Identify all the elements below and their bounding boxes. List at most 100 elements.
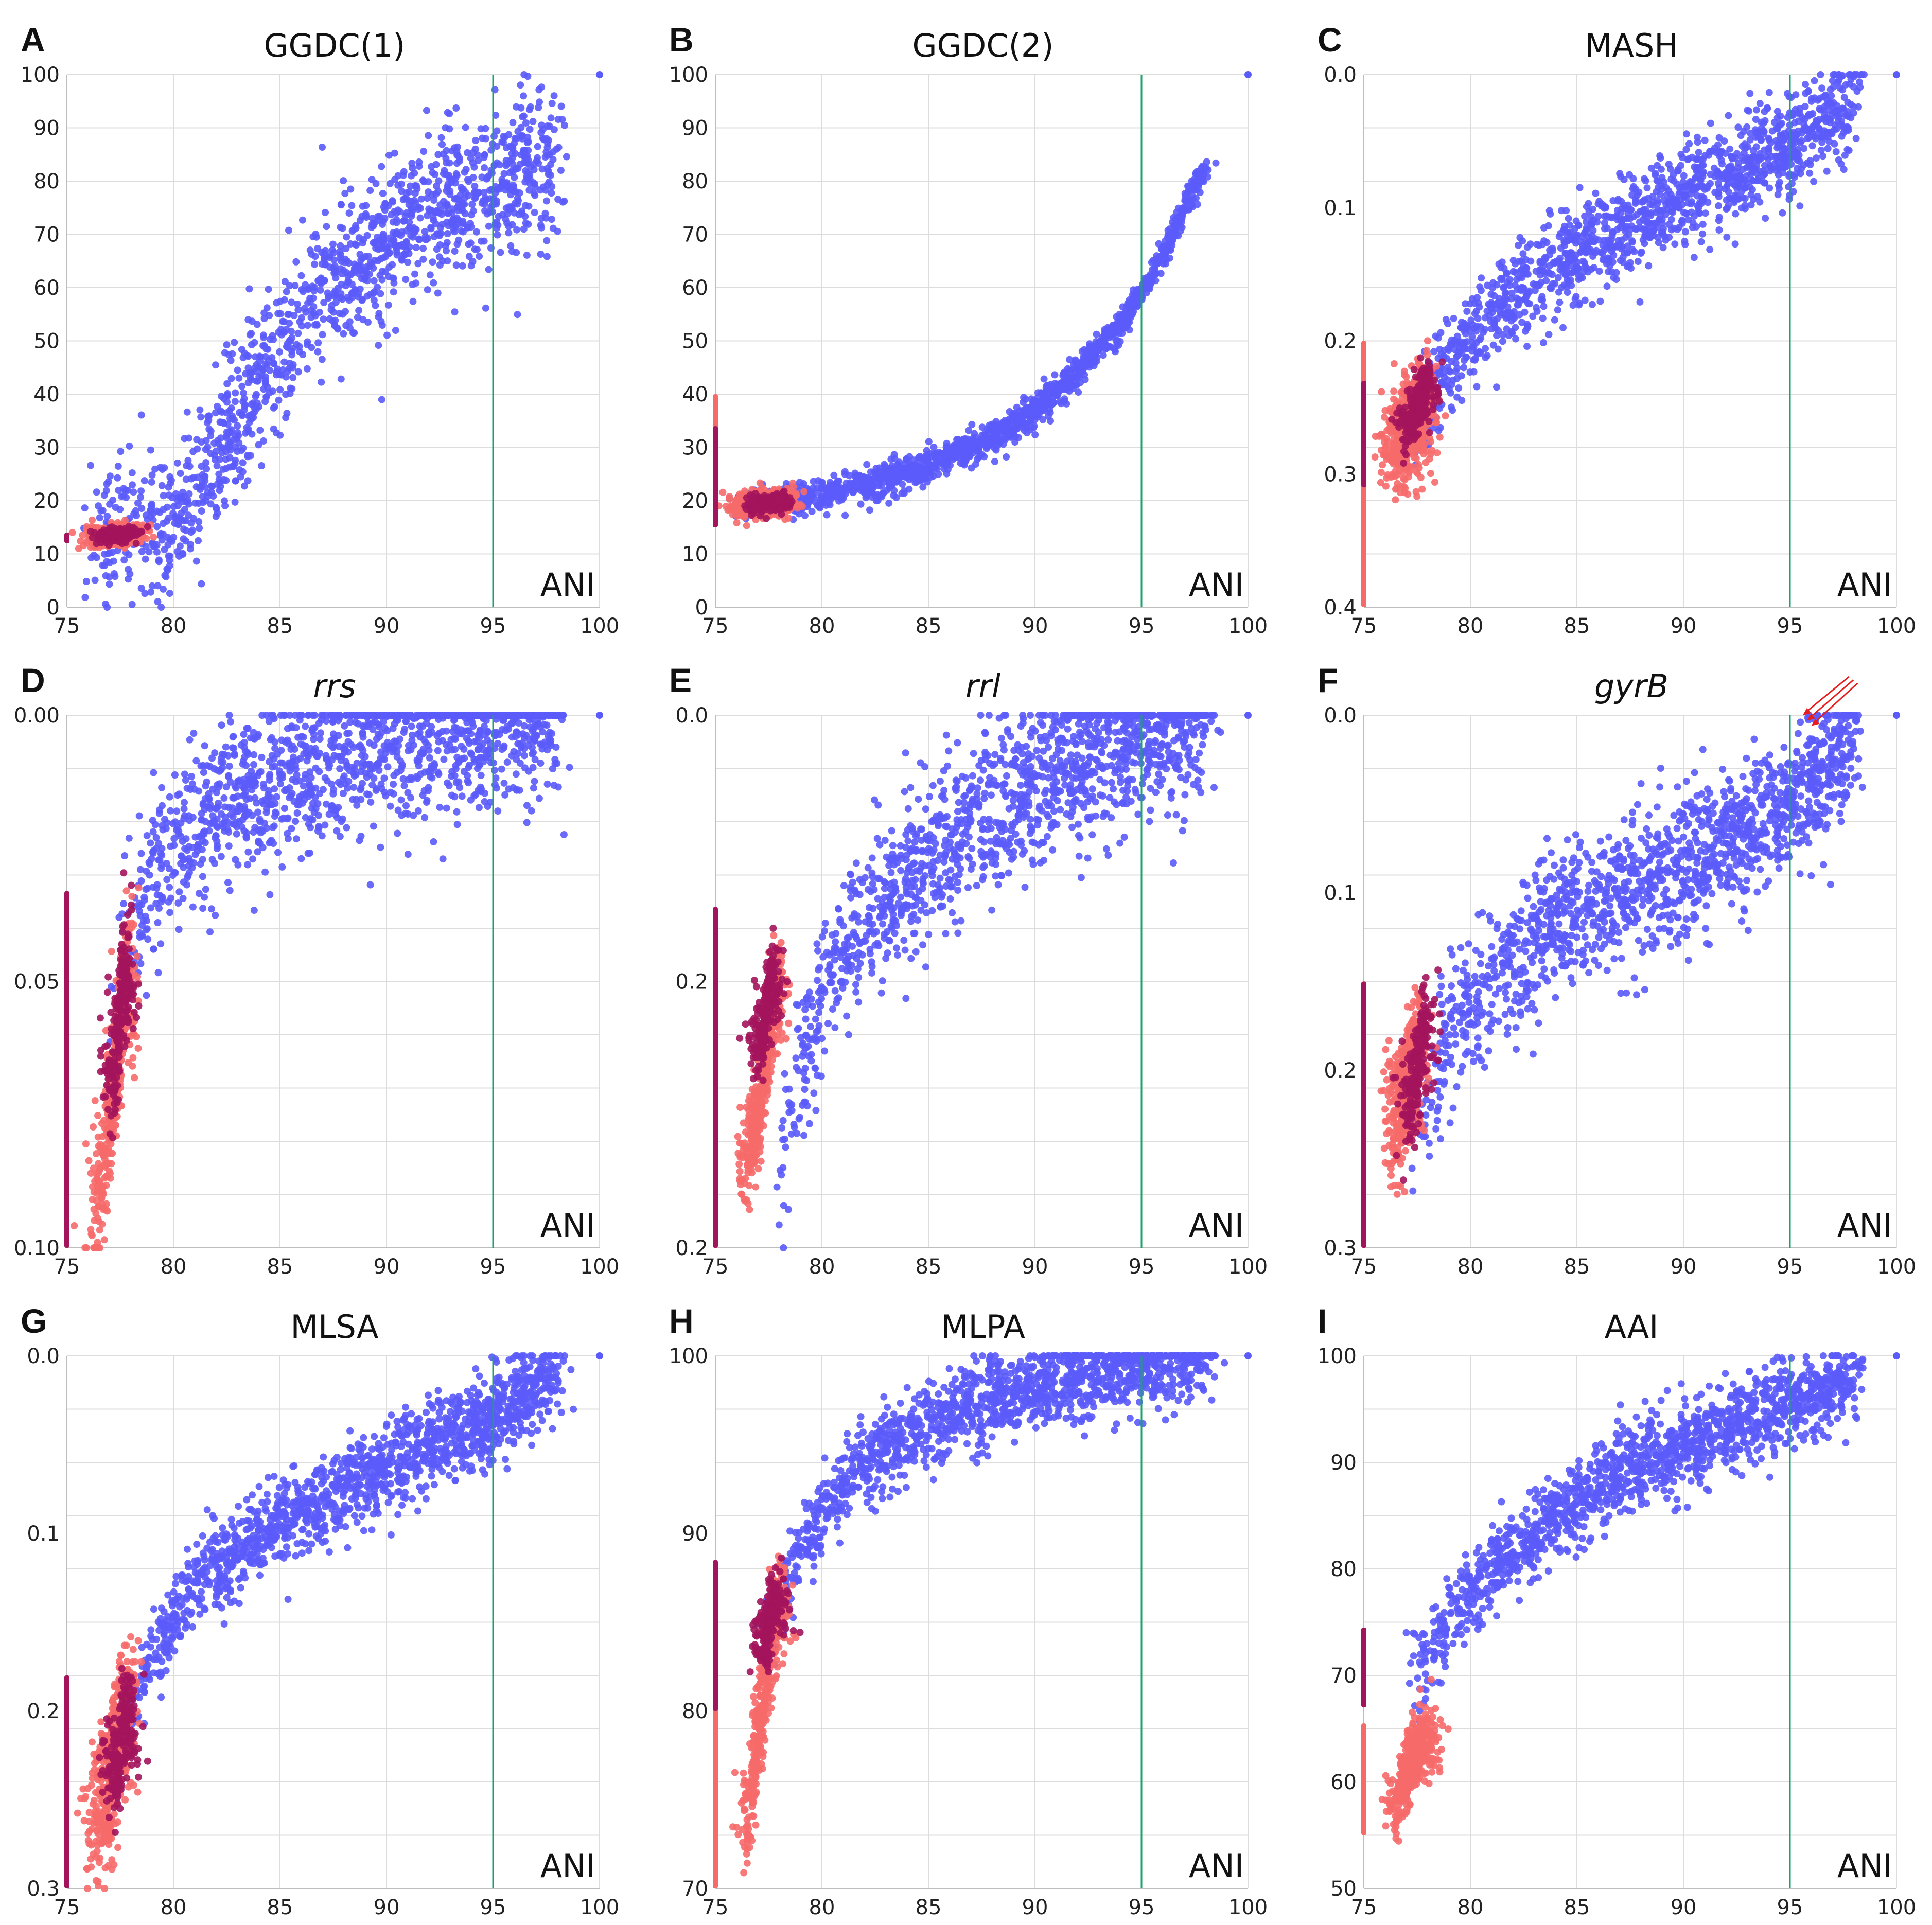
- blue-series-point: [106, 573, 113, 580]
- blue-series-point: [415, 158, 423, 166]
- blue-series-point: [319, 356, 326, 363]
- blue-series-point: [1766, 89, 1773, 96]
- blue-series-point: [380, 203, 388, 210]
- blue-series-point: [1179, 224, 1186, 231]
- blue-series-point: [1038, 389, 1045, 396]
- blue-series-point: [551, 126, 558, 133]
- blue-series-point: [1045, 413, 1052, 420]
- blue-series-point: [1467, 300, 1474, 307]
- blue-series-point: [126, 551, 133, 558]
- blue-series-point: [1699, 221, 1707, 228]
- blue-series-point: [355, 307, 362, 314]
- blue-series-point: [871, 474, 879, 481]
- blue-series-point: [507, 242, 514, 250]
- blue-series-point: [530, 118, 537, 125]
- blue-series-point: [862, 491, 869, 498]
- blue-series-point: [214, 481, 221, 488]
- blue-series-point: [882, 464, 889, 471]
- blue-series-point: [222, 477, 230, 484]
- blue-series-point: [367, 291, 374, 298]
- blue-series-point: [548, 114, 555, 121]
- blue-series-point: [1198, 175, 1205, 182]
- blue-series-point: [446, 110, 453, 117]
- blue-series-point: [148, 502, 155, 509]
- blue-series-point: [522, 167, 529, 174]
- blue-series-point: [1831, 140, 1838, 148]
- blue-series-point: [430, 217, 437, 224]
- blue-series-point: [1762, 215, 1769, 222]
- blue-series-point: [430, 197, 437, 204]
- blue-series-point: [270, 360, 277, 367]
- blue-series-point: [809, 508, 816, 515]
- blue-series-point: [1645, 262, 1652, 270]
- blue-series-point: [943, 447, 950, 454]
- blue-series-point: [202, 446, 209, 453]
- blue-series-point: [887, 478, 894, 485]
- blue-series-point: [1024, 429, 1031, 436]
- blue-series-point: [106, 580, 113, 588]
- blue-series-point: [949, 454, 956, 461]
- blue-series-point: [385, 152, 393, 159]
- blue-series-point: [154, 582, 161, 589]
- blue-series-point: [494, 222, 501, 229]
- blue-series-point: [402, 276, 409, 283]
- blue-series-point: [801, 512, 809, 519]
- blue-series-point: [212, 361, 219, 368]
- y-tick-label: 0.2: [1324, 330, 1357, 354]
- blue-series-point: [537, 222, 545, 229]
- blue-series-point: [438, 141, 446, 148]
- blue-series-point: [1061, 372, 1068, 379]
- blue-series-point: [519, 113, 526, 120]
- blue-series-point: [332, 298, 340, 306]
- blue-series-point: [1715, 226, 1723, 234]
- blue-series-point: [522, 119, 530, 127]
- blue-series-point: [823, 511, 831, 519]
- blue-series-point: [379, 268, 386, 275]
- blue-series-point: [1178, 215, 1185, 222]
- blue-series-point: [480, 189, 487, 196]
- blue-series-point: [508, 150, 516, 157]
- blue-series-point: [217, 434, 224, 441]
- blue-series-point: [968, 421, 975, 428]
- blue-series-point: [232, 457, 239, 464]
- blue-series-point: [452, 104, 460, 112]
- blue-series-point: [429, 258, 436, 266]
- y-tick-label: 90: [33, 117, 60, 140]
- red-series-point: [89, 517, 96, 524]
- blue-series-point: [433, 183, 440, 190]
- axis-strip-blue: [64, 533, 69, 543]
- blue-series-point: [298, 322, 306, 329]
- blue-series-point: [267, 335, 274, 343]
- blue-series-point: [338, 376, 345, 383]
- blue-series-point: [827, 501, 834, 508]
- blue-series-point: [493, 198, 500, 205]
- blue-series-point: [1554, 306, 1561, 313]
- blue-series-point: [993, 432, 1000, 439]
- overlap-series-point: [779, 499, 786, 506]
- blue-series-point: [458, 227, 465, 235]
- blue-series-point: [849, 489, 856, 496]
- blue-series-point: [915, 471, 922, 478]
- blue-series-point: [841, 471, 849, 478]
- blue-series-point: [232, 499, 239, 506]
- blue-series-point: [288, 385, 295, 393]
- blue-series-point: [232, 398, 239, 405]
- blue-series-point: [1041, 376, 1048, 383]
- blue-series-point: [223, 341, 231, 348]
- blue-series-point: [441, 167, 448, 174]
- blue-series-point: [430, 279, 437, 287]
- blue-series-point: [397, 232, 405, 239]
- blue-series-point: [462, 124, 469, 131]
- blue-series-point: [514, 311, 521, 318]
- blue-series-point: [1691, 254, 1698, 261]
- x-tick-label: 90: [374, 614, 400, 638]
- blue-series-point: [385, 302, 392, 309]
- panel-title: GGDC(2): [912, 27, 1054, 64]
- blue-series-point: [129, 469, 136, 476]
- blue-series-point: [899, 481, 906, 488]
- blue-series-point: [286, 320, 293, 327]
- overlap-series-point: [786, 494, 794, 501]
- blue-series-point: [398, 256, 406, 263]
